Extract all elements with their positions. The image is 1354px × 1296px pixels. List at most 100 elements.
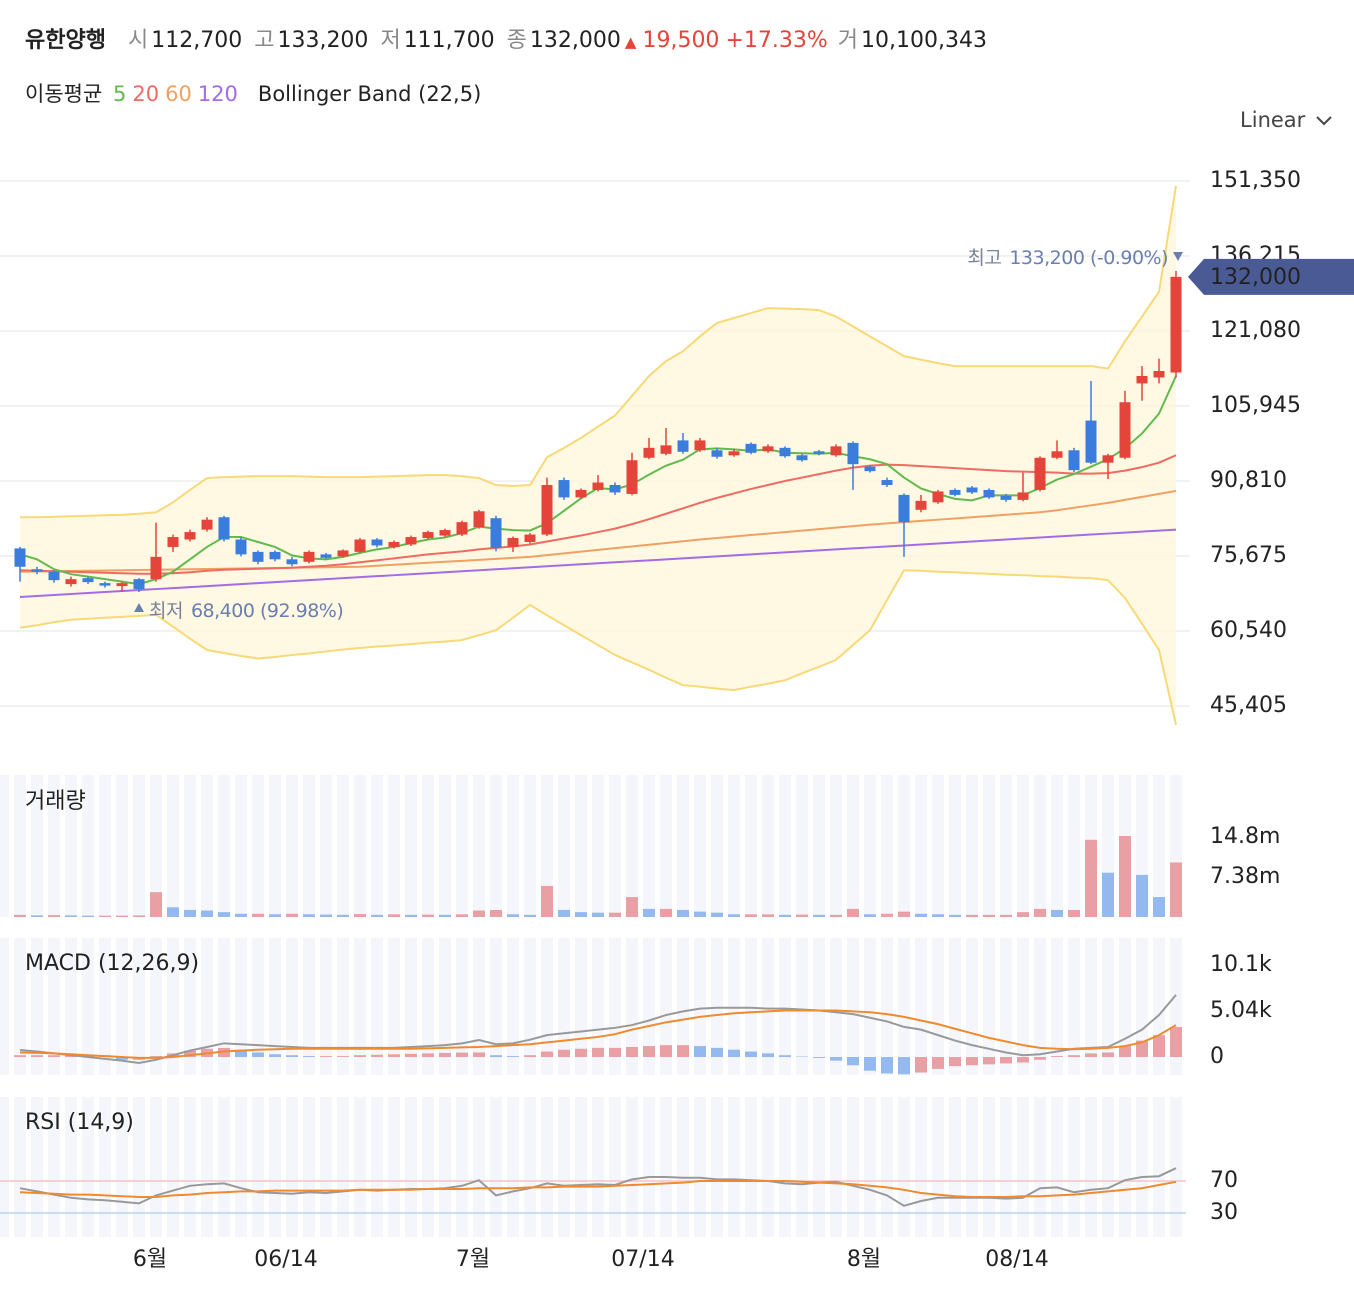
y-tick-label: 105,945 <box>1210 393 1301 418</box>
candle-body <box>286 559 298 565</box>
candle-body <box>31 569 43 572</box>
candle-body <box>133 579 145 590</box>
volume-bar <box>575 912 587 917</box>
volume-bar <box>983 914 995 917</box>
low-marker <box>134 603 144 612</box>
candle-body <box>1068 450 1080 471</box>
macd-histogram-bar <box>541 1051 553 1058</box>
chevron[interactable] <box>1314 114 1334 128</box>
volume-bar <box>1017 912 1029 917</box>
quote-header: 유한양행 시 112,700 고 133,200 저 111,700 종 132,000… <box>25 22 999 54</box>
volume-bar <box>660 908 672 917</box>
scale-mode[interactable]: Linear <box>1240 108 1306 132</box>
macd-histogram-bar <box>456 1052 468 1058</box>
y-tick-label: 121,080 <box>1210 318 1301 343</box>
y-tick-label: 10.1k <box>1210 952 1272 977</box>
volume-bar <box>1034 908 1046 917</box>
moving-average <box>19 454 1177 575</box>
macd-histogram-bar <box>779 1055 791 1058</box>
volume-bar <box>592 912 604 917</box>
candle-body <box>864 466 876 472</box>
candle-body <box>1119 402 1131 458</box>
candle-body <box>184 532 196 540</box>
macd-histogram-bar <box>966 1057 978 1066</box>
stock-name: 유한양행 <box>25 28 106 53</box>
candle-body <box>626 460 638 494</box>
volume-bar <box>490 909 502 917</box>
macd-histogram-bar <box>337 1056 349 1058</box>
candle-body <box>745 443 757 453</box>
volume-bar <box>558 909 570 917</box>
macd-histogram-bar <box>881 1057 893 1074</box>
y-tick-label: 5.04k <box>1210 998 1272 1023</box>
macd-histogram-bar <box>949 1057 961 1067</box>
candle-body <box>1170 276 1182 373</box>
volume-bar <box>235 913 247 917</box>
candle-body <box>1102 455 1114 463</box>
y-tick-label: 70 <box>1210 1168 1238 1193</box>
macd-histogram-bar <box>1068 1055 1080 1058</box>
change-pct: +17.33% <box>725 28 828 53</box>
volume-bar <box>745 914 757 917</box>
candle-body <box>252 551 264 562</box>
volume-bar <box>609 912 621 917</box>
y-tick-label: 90,810 <box>1210 468 1287 493</box>
y-tick-label: 151,350 <box>1210 168 1301 193</box>
x-tick-label: 7월 <box>456 1247 490 1272</box>
volume-bar <box>915 913 927 917</box>
volume-bar <box>1153 897 1165 917</box>
volume-bar <box>1136 874 1148 917</box>
volume-bar <box>99 915 111 917</box>
quote-label: 저 <box>380 28 401 53</box>
macd-histogram-bar <box>1170 1026 1182 1058</box>
volume-bar <box>82 915 94 917</box>
volume-bar <box>1000 914 1012 917</box>
y-tick-label: 30 <box>1210 1200 1238 1225</box>
macd-histogram-bar <box>422 1053 434 1058</box>
candle-body <box>779 447 791 457</box>
candle-body <box>337 550 349 557</box>
quote-label: 고 <box>254 28 275 53</box>
volume-bar <box>830 914 842 917</box>
candle-body <box>507 538 519 547</box>
y-tick-label: 0 <box>1210 1044 1224 1069</box>
macd-histogram-bar <box>745 1051 757 1058</box>
volume-bar <box>898 911 910 917</box>
candle-body <box>1000 495 1012 500</box>
volume-bar <box>354 914 366 917</box>
volume-bar <box>813 914 825 917</box>
candle-body <box>354 539 366 552</box>
macd-histogram-bar <box>1034 1057 1046 1060</box>
macd-histogram-bar <box>558 1049 570 1058</box>
macd-histogram-bar <box>303 1056 315 1058</box>
candle-body <box>541 484 553 535</box>
macd-histogram-bar <box>983 1057 995 1065</box>
quote-value: 111,700 <box>403 28 495 53</box>
macd-histogram-bar <box>898 1057 910 1075</box>
candle-body <box>762 446 774 452</box>
macd-histogram-bar <box>507 1056 519 1058</box>
legend-entry: 20 <box>132 82 160 106</box>
candle-body <box>830 446 842 456</box>
volume-bar <box>456 914 468 917</box>
scale-dropdown[interactable]: Linear <box>1240 108 1332 132</box>
quote-value: 132,000 <box>529 28 621 53</box>
low-label: 최저 <box>149 600 183 622</box>
volume-bar <box>1051 909 1063 917</box>
volume-bar <box>677 909 689 917</box>
candle-body <box>966 487 978 493</box>
high-annotation: 최고 133,200 (-0.90%) <box>967 247 1168 269</box>
candle-body <box>728 451 740 456</box>
moving-average <box>19 528 1177 598</box>
macd-histogram-bar <box>830 1057 842 1061</box>
candle-body <box>235 539 247 555</box>
volume-bar <box>48 915 60 917</box>
y-tick-label: 60,540 <box>1210 618 1287 643</box>
candle-body <box>473 511 485 528</box>
macd-histogram-bar <box>915 1057 927 1073</box>
candle-body <box>201 519 213 530</box>
macd-histogram-bar <box>1119 1046 1131 1058</box>
macd-histogram-bar <box>269 1054 281 1058</box>
candle-body <box>915 500 927 510</box>
